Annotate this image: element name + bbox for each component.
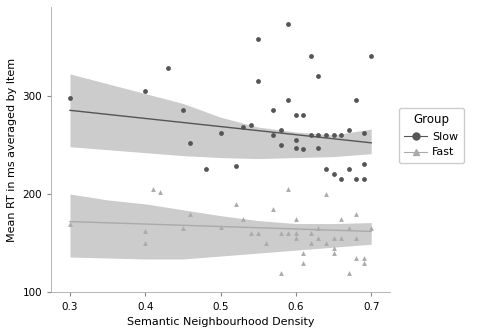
Point [284, 186, 292, 192]
Point [232, 164, 239, 169]
Point [364, 297, 372, 302]
Point [156, 189, 164, 195]
Point [142, 88, 150, 93]
Point [322, 132, 330, 138]
Point [352, 236, 360, 241]
Point [307, 231, 315, 236]
Point [246, 231, 254, 236]
Point [292, 231, 300, 236]
Point [352, 177, 360, 182]
Point [239, 124, 247, 130]
Point [284, 98, 292, 103]
Point [164, 65, 172, 71]
Point [360, 260, 368, 266]
Point [239, 216, 247, 221]
Point [300, 113, 308, 118]
Point [344, 167, 352, 172]
Point [344, 127, 352, 133]
Point [277, 127, 285, 133]
Point [300, 250, 308, 256]
Legend: Slow, Fast: Slow, Fast [399, 108, 464, 163]
Point [307, 240, 315, 246]
Point [216, 225, 224, 230]
Point [330, 236, 338, 241]
Point [262, 240, 270, 246]
Point [186, 211, 194, 216]
Point [352, 98, 360, 103]
Y-axis label: Mean RT in ms averaged by Item: Mean RT in ms averaged by Item [7, 58, 17, 242]
Point [352, 255, 360, 261]
Point [66, 221, 74, 226]
Point [337, 216, 345, 221]
Point [292, 216, 300, 221]
Point [142, 229, 150, 234]
Point [337, 177, 345, 182]
Point [314, 132, 322, 138]
Point [330, 172, 338, 177]
Point [360, 177, 368, 182]
Point [284, 231, 292, 236]
Point [186, 140, 194, 146]
Point [307, 53, 315, 59]
Point [179, 108, 187, 113]
Point [149, 186, 157, 192]
Point [292, 145, 300, 150]
Point [344, 270, 352, 276]
X-axis label: Semantic Neighbourhood Density: Semantic Neighbourhood Density [127, 317, 314, 327]
Point [270, 132, 278, 138]
Point [352, 211, 360, 216]
Point [179, 226, 187, 231]
Point [307, 132, 315, 138]
Point [322, 191, 330, 197]
Point [284, 21, 292, 26]
Point [314, 226, 322, 231]
Point [277, 270, 285, 276]
Point [254, 37, 262, 42]
Point [142, 240, 150, 246]
Point [330, 250, 338, 256]
Point [367, 53, 375, 59]
Point [314, 73, 322, 78]
Point [367, 226, 375, 231]
Point [254, 231, 262, 236]
Point [360, 130, 368, 136]
Point [246, 123, 254, 128]
Point [292, 113, 300, 118]
Point [322, 167, 330, 172]
Point [360, 162, 368, 167]
Point [277, 231, 285, 236]
Point [254, 78, 262, 84]
Point [344, 226, 352, 231]
Point [66, 95, 74, 100]
Point [216, 130, 224, 136]
Point [300, 146, 308, 151]
Point [330, 132, 338, 138]
Point [314, 145, 322, 150]
Point [337, 236, 345, 241]
Point [330, 245, 338, 251]
Point [314, 236, 322, 241]
Point [292, 137, 300, 143]
Point [292, 236, 300, 241]
Point [300, 260, 308, 266]
Point [270, 108, 278, 113]
Point [270, 206, 278, 211]
Point [307, 300, 315, 305]
Point [360, 255, 368, 261]
Point [277, 142, 285, 147]
Point [232, 201, 239, 206]
Point [322, 240, 330, 246]
Point [202, 167, 209, 172]
Point [337, 132, 345, 138]
